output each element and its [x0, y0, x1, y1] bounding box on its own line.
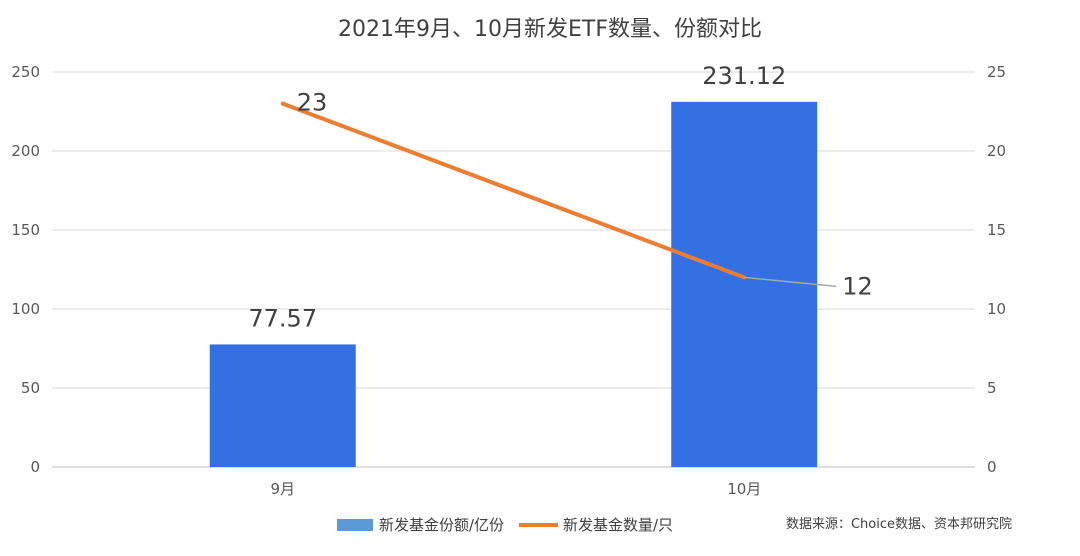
left-tick-label: 0 [30, 458, 40, 476]
bar [671, 101, 818, 468]
right-tick-label: 0 [987, 458, 997, 476]
chart-title: 2021年9月、10月新发ETF数量、份额对比 [338, 17, 762, 42]
left-tick-label: 250 [11, 63, 40, 81]
line-series [280, 101, 747, 280]
left-tick-label: 50 [21, 379, 40, 397]
right-tick-label: 15 [987, 221, 1006, 239]
left-tick-label: 150 [11, 221, 40, 239]
line-data-labels: 23 12 [297, 89, 873, 301]
legend-bar-label: 新发基金份额/亿份 [379, 516, 504, 534]
x-tick-label: 9月 [270, 480, 295, 498]
legend: 新发基金份额/亿份 新发基金数量/只 [337, 516, 673, 534]
right-tick-label: 5 [987, 379, 997, 397]
bar-data-labels: 77.57 231.12 [248, 62, 786, 333]
source-note: 数据来源：Choice数据、资本邦研究院 [786, 517, 1012, 532]
x-axis-ticks: 9月 10月 [270, 480, 761, 498]
legend-line-label: 新发基金数量/只 [563, 516, 673, 534]
bar-data-label: 231.12 [702, 62, 786, 90]
right-tick-label: 20 [987, 142, 1006, 160]
bar-data-label: 77.57 [248, 304, 317, 332]
right-tick-label: 10 [987, 300, 1006, 318]
left-tick-label: 100 [11, 300, 40, 318]
series-line [280, 101, 747, 280]
bar-series [209, 101, 818, 468]
bar [209, 344, 356, 467]
line-data-label: 12 [842, 272, 873, 300]
x-tick-label: 10月 [727, 480, 761, 498]
leader-line [744, 276, 837, 288]
line-data-label: 23 [297, 89, 328, 117]
right-axis-ticks: 0 5 10 15 20 25 [987, 63, 1006, 476]
left-axis-ticks: 0 50 100 150 200 250 [11, 63, 40, 476]
left-tick-label: 200 [11, 142, 40, 160]
legend-bar-swatch [337, 519, 373, 531]
right-tick-label: 25 [987, 63, 1006, 81]
grid-lines [52, 71, 975, 468]
